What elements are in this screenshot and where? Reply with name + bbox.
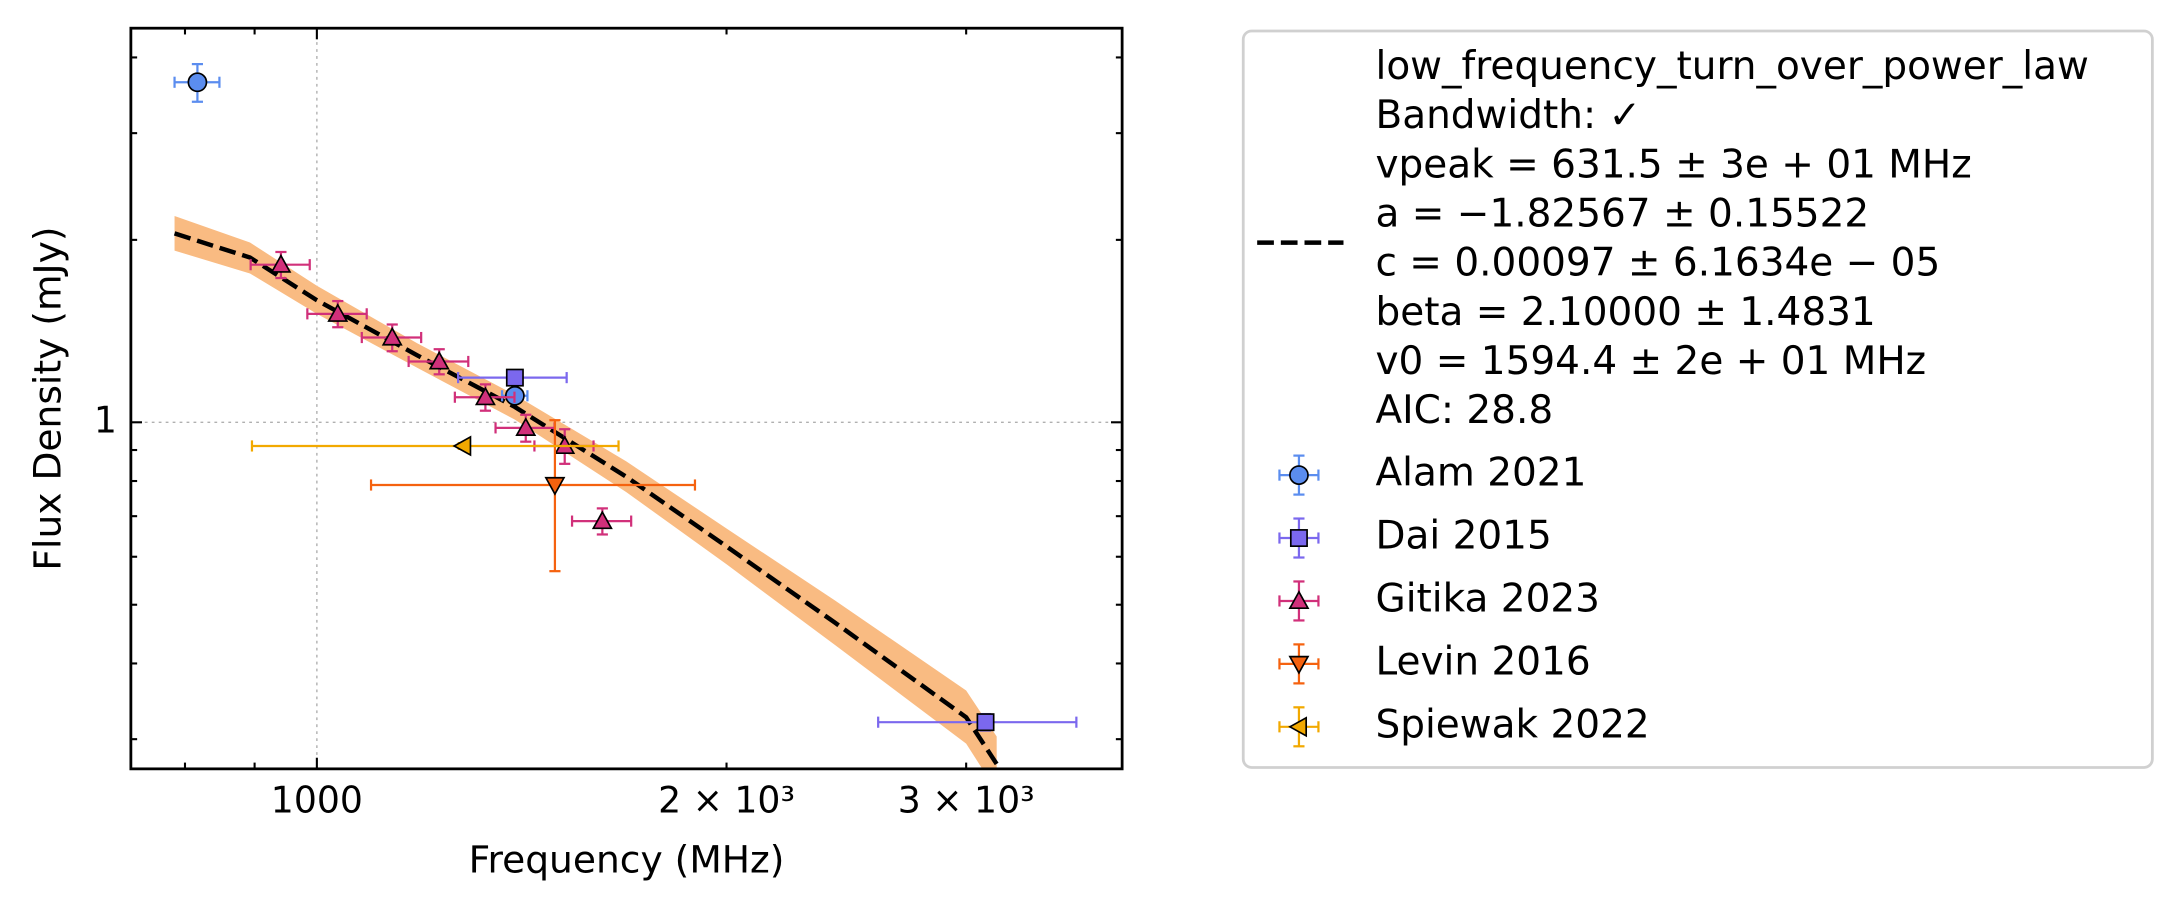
marker xyxy=(544,476,566,496)
legend-label: vpeak = 631.5 ± 3e + 01 MHz xyxy=(1376,142,1972,187)
y-axis-label: Flux Density (mJy) xyxy=(26,226,70,570)
legend-label: a = −1.82567 ± 0.15522 xyxy=(1376,192,1870,237)
legend-label: Dai 2015 xyxy=(1376,514,1552,559)
y-tick-label: 1 xyxy=(94,398,117,441)
plot-area xyxy=(130,28,1123,769)
legend-label: AIC: 28.8 xyxy=(1376,388,1554,433)
legend-label: Gitika 2023 xyxy=(1376,576,1600,621)
legend-label: c = 0.00097 ± 6.1634e − 05 xyxy=(1376,241,1941,286)
marker xyxy=(327,303,349,322)
marker xyxy=(515,417,537,436)
legend-label: low_frequency_turn_over_power_law xyxy=(1376,44,2089,89)
marker xyxy=(591,510,613,530)
marker xyxy=(474,386,496,406)
marker xyxy=(187,72,208,93)
legend-label: v0 = 1594.4 ± 2e + 01 MHz xyxy=(1376,339,1927,384)
marker xyxy=(381,326,403,346)
x-tick-label: 1000 xyxy=(271,778,363,821)
legend-label: Bandwidth: ✓ xyxy=(1376,93,1642,138)
legend-marker xyxy=(1289,465,1309,485)
marker xyxy=(270,253,292,273)
legend-marker xyxy=(1288,590,1310,610)
x-axis-label: Frequency (MHz) xyxy=(469,838,785,882)
legend-marker xyxy=(1288,655,1310,675)
fit-line xyxy=(173,231,999,766)
legend-label: Spiewak 2022 xyxy=(1376,702,1650,747)
marker xyxy=(976,713,995,732)
marker xyxy=(505,368,524,387)
legend-marker xyxy=(1288,716,1308,738)
legend-label: beta = 2.10000 ± 1.4831 xyxy=(1376,290,1876,335)
fit-band xyxy=(174,215,997,769)
legend-box xyxy=(1241,29,2154,769)
legend-marker xyxy=(1289,529,1308,548)
legend-label: Levin 2016 xyxy=(1376,639,1591,684)
marker xyxy=(428,350,450,370)
marker xyxy=(452,435,472,457)
x-tick-label: 3 × 10³ xyxy=(898,778,1035,821)
legend-label: Alam 2021 xyxy=(1376,451,1587,496)
x-tick-label: 2 × 10³ xyxy=(658,778,795,821)
axes-frame xyxy=(129,26,1124,771)
